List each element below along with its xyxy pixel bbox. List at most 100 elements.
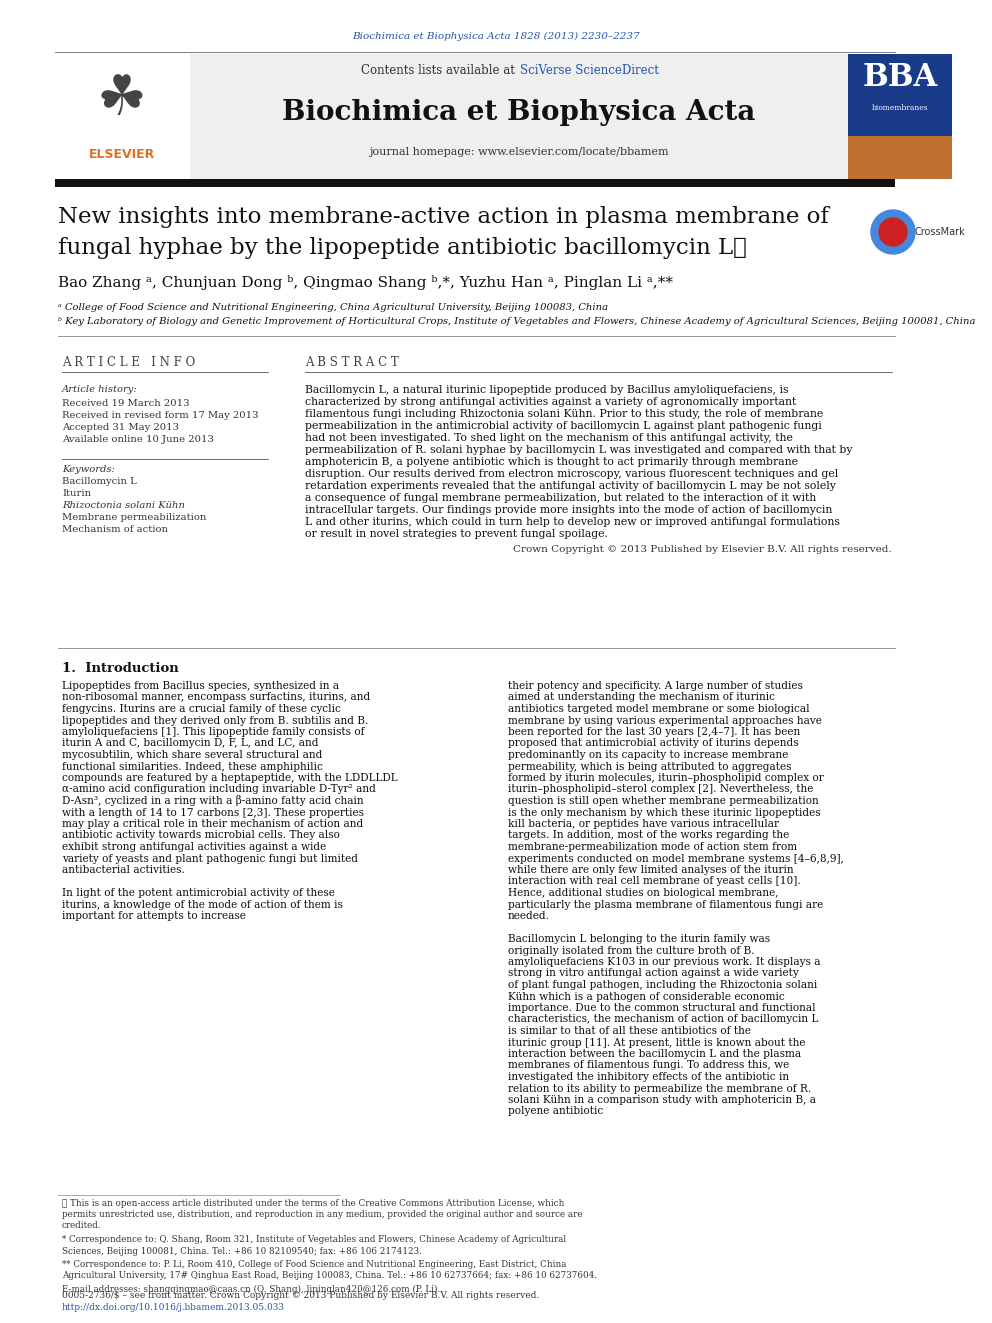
Text: kill bacteria, or peptides have various intracellular: kill bacteria, or peptides have various … — [508, 819, 779, 830]
Text: needed.: needed. — [508, 912, 550, 921]
Text: BBA: BBA — [862, 62, 937, 94]
Text: mycosubtilin, which share several structural and: mycosubtilin, which share several struct… — [62, 750, 322, 759]
Text: while there are only few limited analyses of the iturin: while there are only few limited analyse… — [508, 865, 794, 875]
Text: interaction between the bacillomycin L and the plasma: interaction between the bacillomycin L a… — [508, 1049, 802, 1058]
Text: Accepted 31 May 2013: Accepted 31 May 2013 — [62, 422, 179, 431]
Text: important for attempts to increase: important for attempts to increase — [62, 912, 246, 921]
Text: L and other iturins, which could in turn help to develop new or improved antifun: L and other iturins, which could in turn… — [305, 517, 840, 527]
Text: non-ribosomal manner, encompass surfactins, iturins, and: non-ribosomal manner, encompass surfacti… — [62, 692, 370, 703]
Text: formed by iturin molecules, iturin–phospholipid complex or: formed by iturin molecules, iturin–phosp… — [508, 773, 823, 783]
Text: may play a critical role in their mechanism of action and: may play a critical role in their mechan… — [62, 819, 363, 830]
Text: journal homepage: www.elsevier.com/locate/bbamem: journal homepage: www.elsevier.com/locat… — [369, 147, 669, 157]
Text: fungal hyphae by the lipopeptide antibiotic bacillomycin L★: fungal hyphae by the lipopeptide antibio… — [58, 237, 747, 259]
Text: SciVerse ScienceDirect: SciVerse ScienceDirect — [520, 65, 659, 78]
Text: permeabilization in the antimicrobial activity of bacillomycin L against plant p: permeabilization in the antimicrobial ac… — [305, 421, 821, 431]
Text: ** Correspondence to: P. Li, Room 410, College of Food Science and Nutritional E: ** Correspondence to: P. Li, Room 410, C… — [62, 1259, 566, 1269]
Text: A B S T R A C T: A B S T R A C T — [305, 356, 399, 369]
Text: Available online 10 June 2013: Available online 10 June 2013 — [62, 434, 214, 443]
Text: strong in vitro antifungal action against a wide variety: strong in vitro antifungal action agains… — [508, 968, 799, 979]
Text: question is still open whether membrane permeabilization: question is still open whether membrane … — [508, 796, 818, 806]
Text: A R T I C L E   I N F O: A R T I C L E I N F O — [62, 356, 195, 369]
Text: membrane by using various experimental approaches have: membrane by using various experimental a… — [508, 716, 822, 725]
Text: Lipopeptides from Bacillus species, synthesized in a: Lipopeptides from Bacillus species, synt… — [62, 681, 339, 691]
Text: relation to its ability to permeabilize the membrane of R.: relation to its ability to permeabilize … — [508, 1084, 811, 1094]
Text: Bacillomycin L belonging to the iturin family was: Bacillomycin L belonging to the iturin f… — [508, 934, 770, 945]
Text: ☘: ☘ — [97, 73, 147, 127]
Text: ★ This is an open-access article distributed under the terms of the Creative Com: ★ This is an open-access article distrib… — [62, 1199, 564, 1208]
Text: experiments conducted on model membrane systems [4–6,8,9],: experiments conducted on model membrane … — [508, 853, 844, 864]
Text: ᵃ College of Food Science and Nutritional Engineering, China Agricultural Univer: ᵃ College of Food Science and Nutritiona… — [58, 303, 608, 312]
Text: antibiotics targeted model membrane or some biological: antibiotics targeted model membrane or s… — [508, 704, 809, 714]
Text: targets. In addition, most of the works regarding the: targets. In addition, most of the works … — [508, 831, 790, 840]
Text: ᵇ Key Laboratory of Biology and Genetic Improvement of Horticultural Crops, Inst: ᵇ Key Laboratory of Biology and Genetic … — [58, 318, 975, 327]
Text: is the only mechanism by which these iturinic lipopeptides: is the only mechanism by which these itu… — [508, 807, 820, 818]
Text: membranes of filamentous fungi. To address this, we: membranes of filamentous fungi. To addre… — [508, 1061, 790, 1070]
Text: predominantly on its capacity to increase membrane: predominantly on its capacity to increas… — [508, 750, 789, 759]
Text: compounds are featured by a heptapeptide, with the LDDLLDL: compounds are featured by a heptapeptide… — [62, 773, 398, 783]
Text: functional similarities. Indeed, these amphiphilic: functional similarities. Indeed, these a… — [62, 762, 322, 771]
Text: antibiotic activity towards microbial cells. They also: antibiotic activity towards microbial ce… — [62, 831, 340, 840]
Text: ELSEVIER: ELSEVIER — [89, 148, 155, 161]
Text: Biochimica et Biophysica Acta 1828 (2013) 2230–2237: Biochimica et Biophysica Acta 1828 (2013… — [352, 32, 640, 41]
Text: Agricultural University, 17# Qinghua East Road, Beijing 100083, China. Tel.: +86: Agricultural University, 17# Qinghua Eas… — [62, 1271, 597, 1281]
Text: New insights into membrane-active action in plasma membrane of: New insights into membrane-active action… — [58, 206, 829, 228]
Text: polyene antibiotic: polyene antibiotic — [508, 1106, 603, 1117]
Text: solani Kühn in a comparison study with amphotericin B, a: solani Kühn in a comparison study with a… — [508, 1095, 816, 1105]
Text: disruption. Our results derived from electron microscopy, various fluorescent te: disruption. Our results derived from ele… — [305, 468, 838, 479]
Text: http://dx.doi.org/10.1016/j.bbamem.2013.05.033: http://dx.doi.org/10.1016/j.bbamem.2013.… — [62, 1303, 285, 1312]
FancyBboxPatch shape — [190, 54, 848, 179]
Text: iturin–phospholipid–sterol complex [2]. Nevertheless, the: iturin–phospholipid–sterol complex [2]. … — [508, 785, 813, 795]
Text: 1.  Introduction: 1. Introduction — [62, 662, 179, 675]
Text: Received in revised form 17 May 2013: Received in revised form 17 May 2013 — [62, 410, 259, 419]
Text: permeability, which is being attributed to aggregates: permeability, which is being attributed … — [508, 762, 792, 771]
Text: α-amino acid configuration including invariable D-Tyr² and: α-amino acid configuration including inv… — [62, 785, 376, 795]
Text: Bacillomycin L, a natural iturinic lipopeptide produced by Bacillus amyloliquefa: Bacillomycin L, a natural iturinic lipop… — [305, 385, 789, 396]
Text: interaction with real cell membrane of yeast cells [10].: interaction with real cell membrane of y… — [508, 877, 801, 886]
Text: E-mail addresses: shangqingmao@caas.cn (Q. Shang), lipinglan420@126.com (P. Li).: E-mail addresses: shangqingmao@caas.cn (… — [62, 1285, 440, 1294]
Text: had not been investigated. To shed light on the mechanism of this antifungal act: had not been investigated. To shed light… — [305, 433, 793, 443]
Text: lipopeptides and they derived only from B. subtilis and B.: lipopeptides and they derived only from … — [62, 716, 368, 725]
Text: permits unrestricted use, distribution, and reproduction in any medium, provided: permits unrestricted use, distribution, … — [62, 1211, 582, 1218]
Text: Bacillomycin L: Bacillomycin L — [62, 478, 137, 487]
Text: is similar to that of all these antibiotics of the: is similar to that of all these antibiot… — [508, 1027, 751, 1036]
Text: membrane-permeabilization mode of action stem from: membrane-permeabilization mode of action… — [508, 841, 798, 852]
Text: * Correspondence to: Q. Shang, Room 321, Institute of Vegetables and Flowers, Ch: * Correspondence to: Q. Shang, Room 321,… — [62, 1234, 566, 1244]
Text: filamentous fungi including Rhizoctonia solani Kühn. Prior to this study, the ro: filamentous fungi including Rhizoctonia … — [305, 409, 823, 419]
Text: Membrane permeabilization: Membrane permeabilization — [62, 513, 206, 523]
Text: CrossMark: CrossMark — [915, 228, 965, 237]
Text: Hence, additional studies on biological membrane,: Hence, additional studies on biological … — [508, 888, 779, 898]
Text: a consequence of fungal membrane permeabilization, but related to the interactio: a consequence of fungal membrane permeab… — [305, 493, 816, 503]
Text: particularly the plasma membrane of filamentous fungi are: particularly the plasma membrane of fila… — [508, 900, 823, 909]
FancyBboxPatch shape — [55, 54, 190, 179]
FancyBboxPatch shape — [55, 179, 895, 187]
Text: retardation experiments revealed that the antifungal activity of bacillomycin L : retardation experiments revealed that th… — [305, 482, 836, 491]
Text: originally isolated from the culture broth of B.: originally isolated from the culture bro… — [508, 946, 755, 955]
Text: of plant fungal pathogen, including the Rhizoctonia solani: of plant fungal pathogen, including the … — [508, 980, 817, 990]
Text: or result in novel strategies to prevent fungal spoilage.: or result in novel strategies to prevent… — [305, 529, 608, 538]
Text: permeabilization of R. solani hyphae by bacillomycin L was investigated and comp: permeabilization of R. solani hyphae by … — [305, 445, 852, 455]
Text: their potency and specificity. A large number of studies: their potency and specificity. A large n… — [508, 681, 803, 691]
Text: proposed that antimicrobial activity of iturins depends: proposed that antimicrobial activity of … — [508, 738, 799, 749]
Text: Iturin: Iturin — [62, 490, 91, 499]
Text: amyloliquefaciens [1]. This lipopeptide family consists of: amyloliquefaciens [1]. This lipopeptide … — [62, 728, 364, 737]
Text: biomembranes: biomembranes — [872, 105, 929, 112]
Text: amyloliquefaciens K103 in our previous work. It displays a: amyloliquefaciens K103 in our previous w… — [508, 957, 820, 967]
Text: with a length of 14 to 17 carbons [2,3]. These properties: with a length of 14 to 17 carbons [2,3].… — [62, 807, 364, 818]
Text: Sciences, Beijing 100081, China. Tel.: +86 10 82109540; fax: +86 106 2174123.: Sciences, Beijing 100081, China. Tel.: +… — [62, 1246, 422, 1256]
Text: aimed at understanding the mechanism of iturinic: aimed at understanding the mechanism of … — [508, 692, 775, 703]
Text: exhibit strong antifungal activities against a wide: exhibit strong antifungal activities aga… — [62, 841, 326, 852]
Text: antibacterial activities.: antibacterial activities. — [62, 865, 185, 875]
Text: fengycins. Iturins are a crucial family of these cyclic: fengycins. Iturins are a crucial family … — [62, 704, 341, 714]
Text: amphotericin B, a polyene antibiotic which is thought to act primarily through m: amphotericin B, a polyene antibiotic whi… — [305, 456, 798, 467]
Text: Rhizoctonia solani Kühn: Rhizoctonia solani Kühn — [62, 501, 185, 511]
Text: characterized by strong antifungal activities against a variety of agronomically: characterized by strong antifungal activ… — [305, 397, 797, 407]
Text: variety of yeasts and plant pathogenic fungi but limited: variety of yeasts and plant pathogenic f… — [62, 853, 358, 864]
Text: Mechanism of action: Mechanism of action — [62, 525, 168, 534]
Text: D-Asn³, cyclized in a ring with a β-amino fatty acid chain: D-Asn³, cyclized in a ring with a β-amin… — [62, 795, 364, 807]
Text: Received 19 March 2013: Received 19 March 2013 — [62, 398, 189, 407]
Text: In light of the potent antimicrobial activity of these: In light of the potent antimicrobial act… — [62, 888, 335, 898]
FancyBboxPatch shape — [848, 136, 952, 179]
FancyBboxPatch shape — [848, 54, 952, 136]
Text: iturinic group [11]. At present, little is known about the: iturinic group [11]. At present, little … — [508, 1037, 806, 1048]
Text: characteristics, the mechanism of action of bacillomycin L: characteristics, the mechanism of action… — [508, 1015, 818, 1024]
